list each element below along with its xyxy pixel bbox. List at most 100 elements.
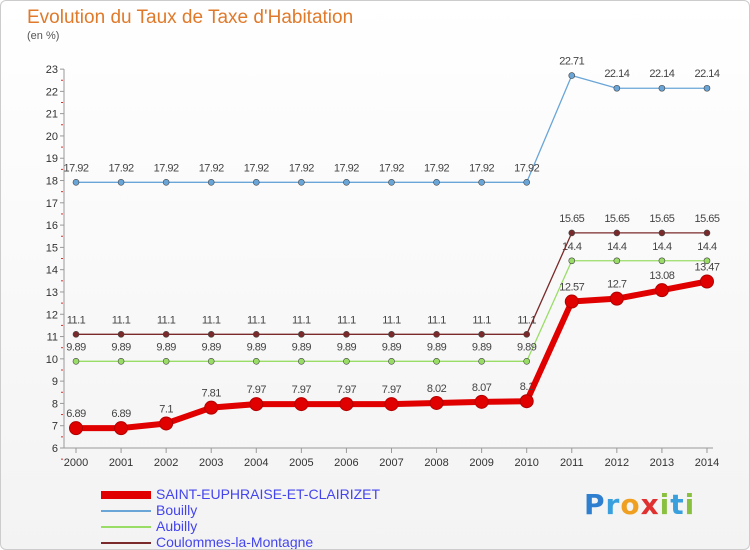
- data-label: 6.89: [66, 408, 86, 420]
- data-label: 7.97: [292, 384, 312, 396]
- data-point: [433, 331, 440, 338]
- data-label: 9.89: [382, 341, 402, 353]
- logo-letter: i: [659, 488, 671, 521]
- series-3: 11.1 11.1 11.1 11.1 11.1 11.1 11.1 11.1 11.1 11.1…: [67, 213, 720, 338]
- data-point: [613, 229, 621, 237]
- y-tick-label: 6: [52, 443, 58, 455]
- data-point: [658, 257, 666, 265]
- data-label: 17.92: [289, 162, 314, 174]
- data-point: [72, 179, 80, 186]
- data-label: 11.1: [517, 314, 536, 326]
- data-point: [658, 229, 666, 237]
- y-tick-label: 14: [46, 265, 58, 277]
- chart-subtitle: (en %): [27, 30, 60, 42]
- data-label: 7.97: [247, 384, 267, 396]
- data-point: [294, 397, 309, 412]
- data-label: 9.89: [111, 341, 131, 353]
- x-tick-label: 2001: [109, 457, 133, 469]
- data-label: 14.4: [652, 241, 672, 253]
- logo-letter: r: [605, 488, 621, 521]
- data-label: 14.4: [607, 241, 627, 253]
- data-label: 8.1: [520, 381, 534, 393]
- data-label: 14.4: [697, 241, 717, 253]
- data-point: [388, 357, 395, 365]
- data-point: [703, 229, 711, 237]
- data-point: [117, 357, 125, 365]
- data-label: 11.1: [112, 314, 131, 326]
- data-label: 9.89: [472, 341, 492, 353]
- data-point: [252, 331, 260, 338]
- data-point: [69, 421, 83, 436]
- data-point: [478, 357, 485, 365]
- data-label: 15.65: [604, 213, 629, 225]
- y-tick-label: 9: [52, 376, 58, 388]
- data-label: 7.81: [201, 388, 221, 400]
- legend-swatch: [101, 491, 151, 499]
- data-point: [568, 72, 576, 79]
- data-label: 17.92: [334, 162, 359, 174]
- data-label: 17.92: [244, 162, 269, 174]
- data-label: 17.92: [514, 162, 539, 174]
- x-tick-label: 2005: [289, 457, 313, 469]
- x-tick-label: 2011: [560, 457, 584, 469]
- data-point: [298, 357, 305, 365]
- x-tick-label: 2014: [695, 457, 719, 469]
- data-point: [519, 394, 534, 409]
- data-label: 9.89: [517, 341, 537, 353]
- legend-label: SAINT-EUPHRAISE-ET-CLAIRIZET: [156, 486, 381, 502]
- data-point: [703, 257, 711, 265]
- data-point: [72, 357, 80, 365]
- x-tick-label: 2009: [469, 457, 493, 469]
- y-tick-label: 23: [46, 64, 58, 76]
- data-label: 8.02: [427, 383, 447, 395]
- data-label: 9.89: [66, 341, 86, 353]
- data-label: 11.1: [427, 314, 446, 326]
- data-point: [204, 400, 219, 415]
- data-point: [613, 84, 621, 92]
- data-label: 12.57: [559, 282, 584, 294]
- series-0: 6.89 6.89 7.1 7.81 7.97 7.97 7.97 7.97 8.02 8.07 8…: [66, 261, 720, 436]
- series-1: 17.92 17.92 17.92 17.92 17.92 17.92 17.92 17.92…: [63, 56, 720, 186]
- y-tick-label: 18: [46, 176, 58, 188]
- y-tick-label: 17: [46, 198, 58, 210]
- data-point: [433, 179, 440, 186]
- data-point: [429, 395, 444, 410]
- data-point: [249, 397, 264, 412]
- data-point: [523, 331, 531, 338]
- y-tick-label: 19: [46, 153, 58, 165]
- data-point: [568, 257, 576, 265]
- data-point: [658, 84, 666, 92]
- data-point: [117, 179, 125, 186]
- x-tick-label: 2010: [514, 457, 538, 469]
- data-label: 17.92: [469, 162, 494, 174]
- y-tick-label: 8: [52, 398, 58, 410]
- data-point: [159, 416, 174, 431]
- x-tick-label: 2013: [650, 457, 674, 469]
- data-label: 9.89: [156, 341, 176, 353]
- data-label: 17.92: [63, 162, 88, 174]
- data-label: 7.1: [159, 403, 173, 415]
- data-label: 11.1: [292, 314, 311, 326]
- data-point: [388, 179, 395, 186]
- y-tick-label: 12: [46, 309, 58, 321]
- y-tick-label: 7: [52, 421, 58, 433]
- data-point: [252, 179, 260, 186]
- legend-label: Coulommes-la-Montagne: [156, 534, 314, 550]
- x-tick-label: 2003: [199, 457, 223, 469]
- data-label: 13.47: [694, 261, 719, 273]
- data-label: 22.14: [604, 68, 629, 80]
- data-point: [298, 179, 305, 186]
- data-point: [384, 397, 399, 412]
- data-point: [564, 294, 579, 309]
- y-tick-label: 15: [46, 242, 58, 254]
- data-label: 11.1: [202, 314, 221, 326]
- data-label: 11.1: [472, 314, 491, 326]
- data-point: [609, 291, 624, 306]
- legend-label: Aubilly: [156, 518, 198, 534]
- proxiti-logo: Proxiti: [584, 488, 695, 521]
- data-label: 6.89: [111, 408, 131, 420]
- legend-label: Bouilly: [156, 502, 198, 518]
- y-tick-label: 11: [47, 332, 58, 344]
